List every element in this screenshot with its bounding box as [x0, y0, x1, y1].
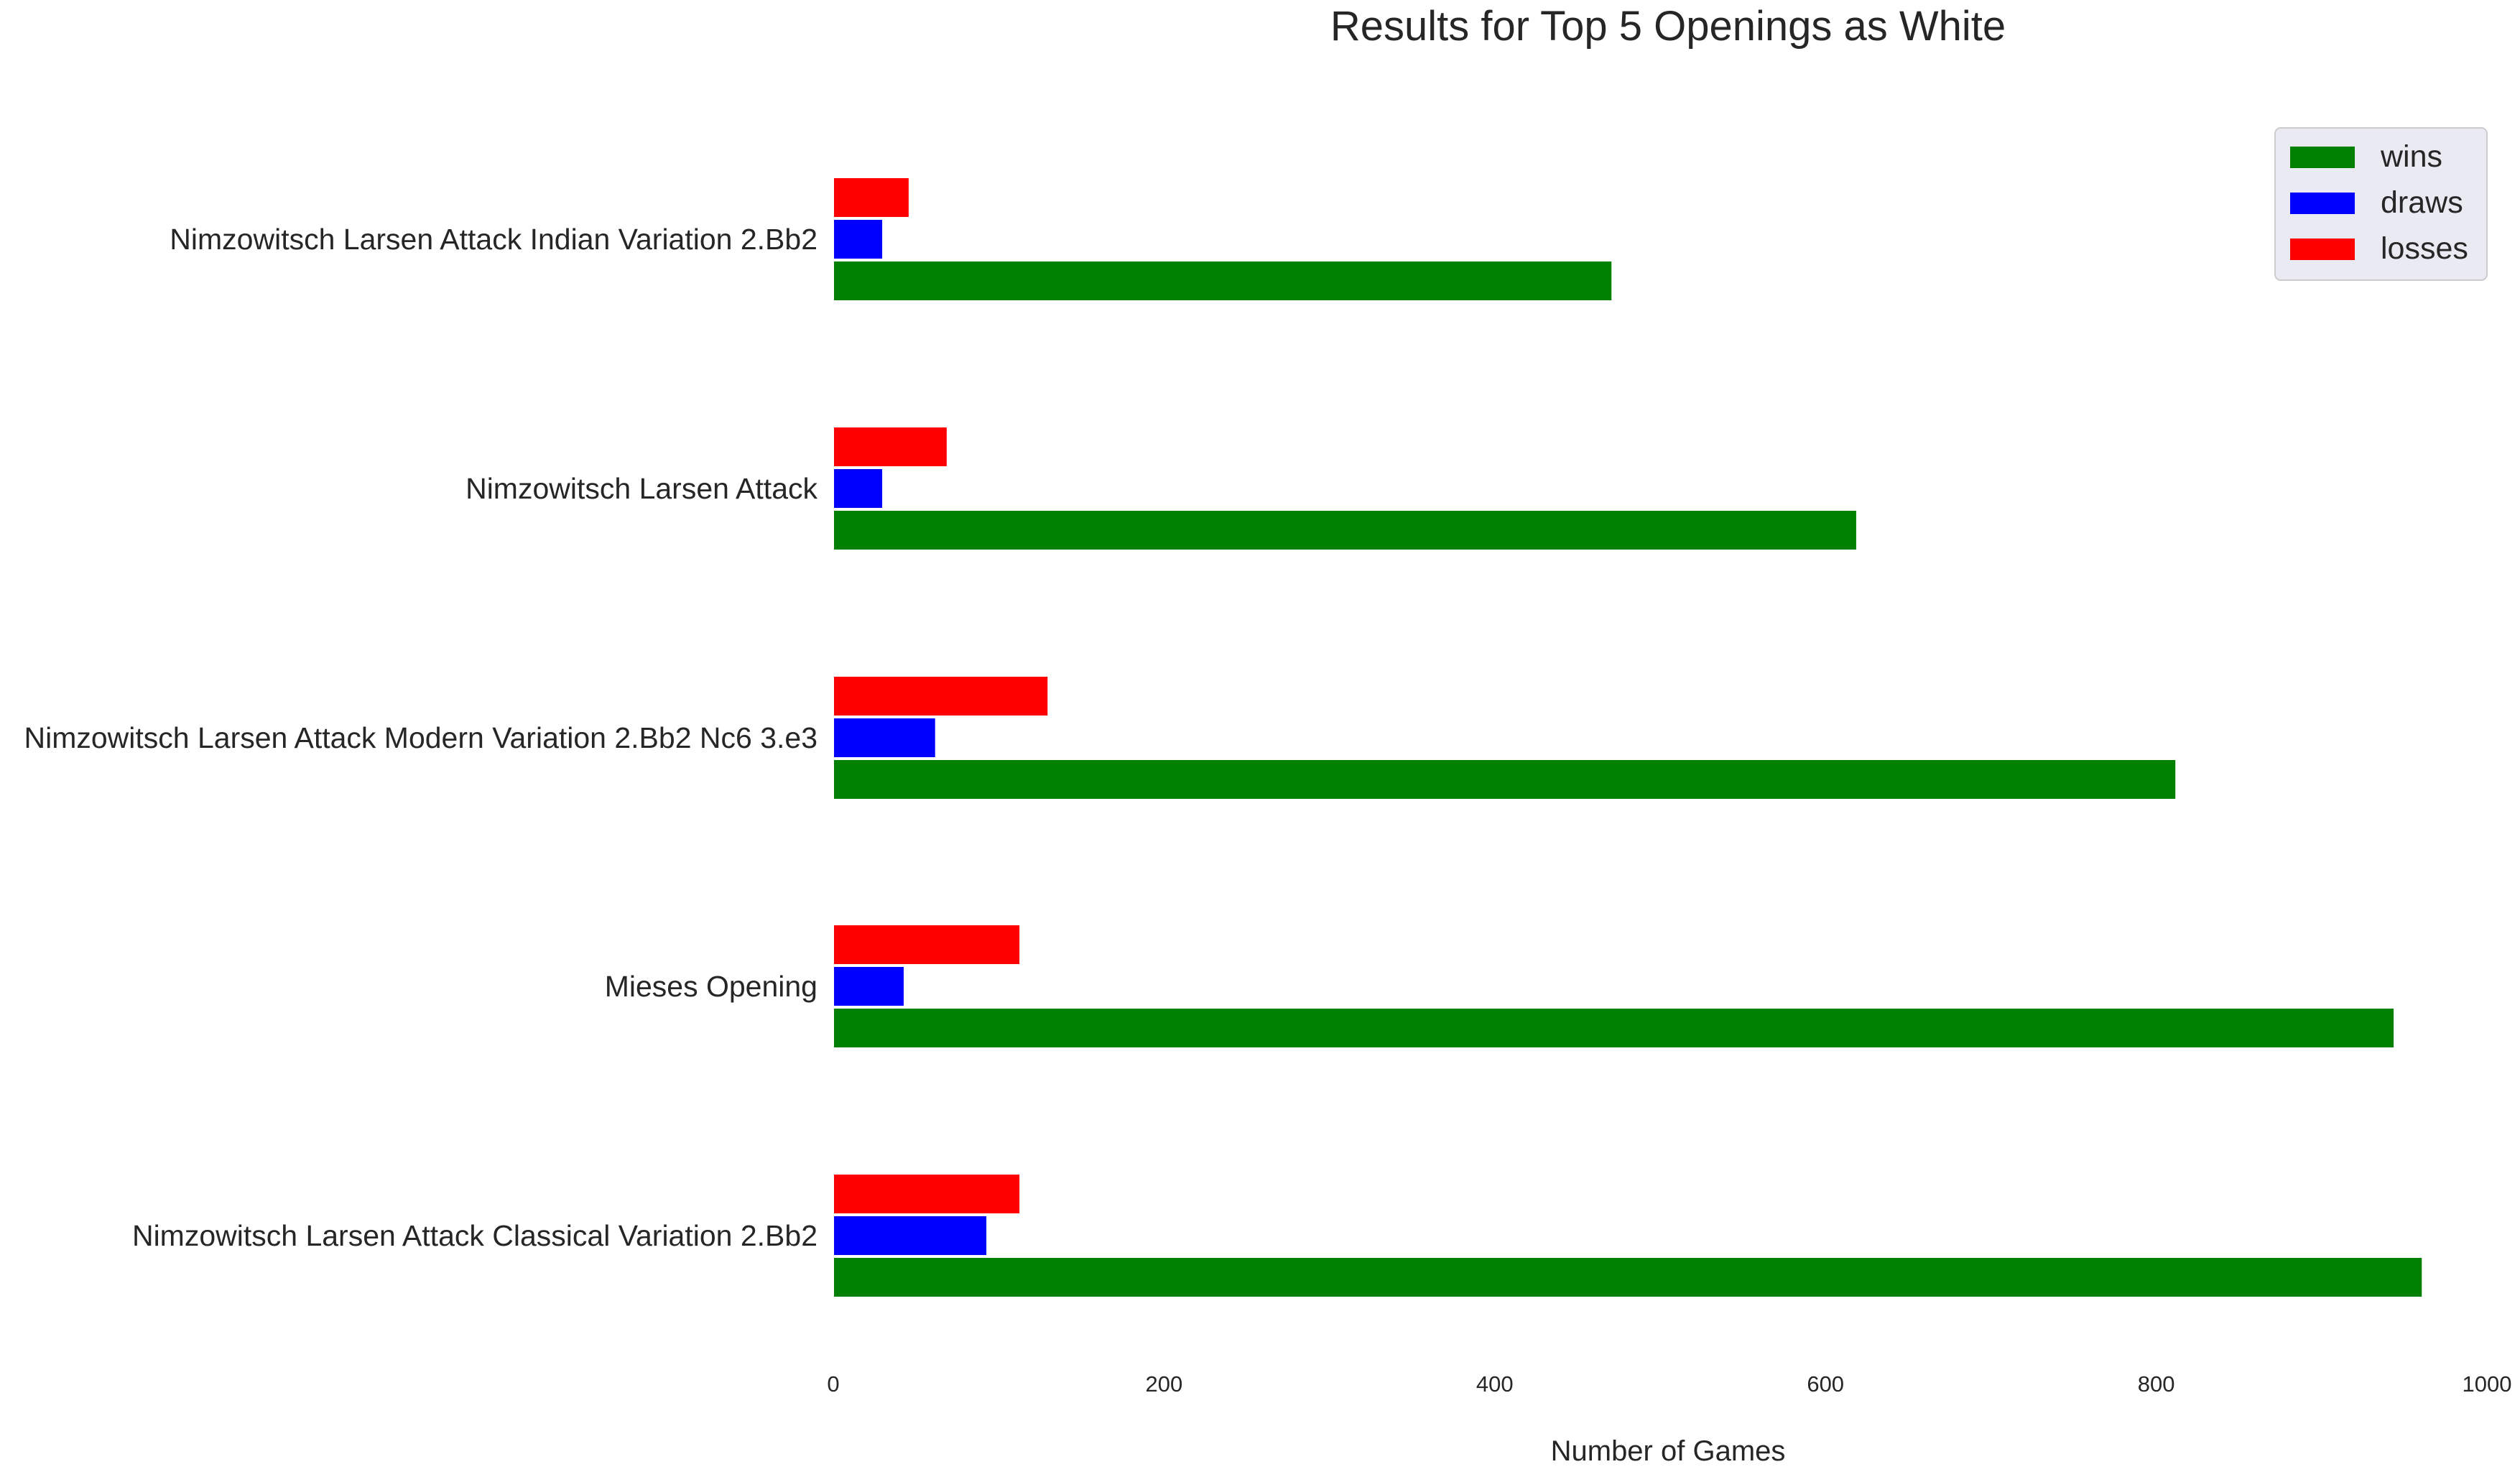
bar-losses: [833, 675, 1050, 717]
bar-draws: [833, 966, 905, 1007]
bar-draws: [833, 218, 884, 260]
legend-swatch-losses: [2290, 239, 2355, 260]
legend-label-draws: draws: [2381, 185, 2463, 220]
bar-losses: [833, 426, 948, 468]
bar-losses: [833, 177, 910, 218]
legend-swatch-draws: [2290, 193, 2355, 214]
bar-losses: [833, 924, 1022, 966]
x-tick-label: 600: [1807, 1371, 1844, 1397]
legend-label-wins: wins: [2380, 139, 2442, 174]
category-label: Mieses Opening: [605, 970, 817, 1003]
bar-draws: [833, 468, 884, 509]
category-label: Nimzowitsch Larsen Attack: [465, 472, 817, 505]
x-axis-label: Number of Games: [1551, 1435, 1786, 1467]
bar-wins: [833, 1007, 2396, 1049]
bar-wins: [833, 759, 2177, 800]
x-tick-label: 800: [2138, 1371, 2175, 1397]
bar-draws: [833, 1215, 988, 1256]
chart-title: Results for Top 5 Openings as White: [1330, 3, 2006, 50]
bar-wins: [833, 509, 1858, 551]
x-tick-label: 1000: [2463, 1371, 2512, 1397]
legend-label-losses: losses: [2381, 231, 2468, 266]
x-tick-label: 0: [827, 1371, 839, 1397]
bar-losses: [833, 1173, 1022, 1215]
legend-swatch-wins: [2290, 147, 2355, 168]
bar-wins: [833, 1256, 2424, 1298]
legend: wins draws losses: [2274, 127, 2488, 281]
bar-draws: [833, 717, 937, 759]
category-label: Nimzowitsch Larsen Attack Indian Variati…: [170, 223, 817, 256]
x-tick-label: 200: [1146, 1371, 1183, 1397]
category-label: Nimzowitsch Larsen Attack Modern Variati…: [24, 721, 818, 754]
x-tick-label: 400: [1476, 1371, 1514, 1397]
bar-wins: [833, 260, 1613, 302]
category-label: Nimzowitsch Larsen Attack Classical Vari…: [132, 1219, 817, 1252]
